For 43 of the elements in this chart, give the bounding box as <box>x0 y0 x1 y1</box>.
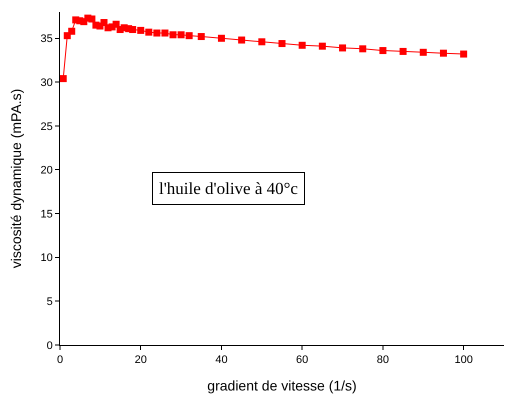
x-tick-label: 80 <box>376 354 390 366</box>
point <box>460 50 468 58</box>
x-tick-label: 100 <box>454 354 473 366</box>
point <box>137 26 144 34</box>
y-tick-label: 5 <box>46 296 53 308</box>
annotation: l'huile d'olive à 40°c <box>159 179 298 198</box>
point <box>161 30 168 37</box>
point <box>318 42 326 50</box>
y-tick-label: 30 <box>40 76 53 89</box>
point <box>420 48 427 56</box>
x-tick-label: 0 <box>56 354 64 366</box>
point <box>186 32 193 40</box>
y-tick-label: 10 <box>40 252 53 264</box>
point <box>218 34 225 42</box>
point <box>359 45 366 52</box>
point <box>100 19 108 26</box>
y-tick-label: 20 <box>40 164 53 177</box>
y-tick-label: 15 <box>40 208 53 220</box>
point <box>278 40 286 48</box>
y-axis-title: viscosité dynamique (mPA.s) <box>8 88 24 268</box>
point <box>88 16 96 23</box>
point <box>153 30 160 37</box>
point <box>339 44 346 52</box>
point <box>145 28 152 36</box>
point <box>400 48 407 55</box>
y-tick-label: 35 <box>40 33 53 46</box>
point <box>178 31 185 38</box>
point <box>170 31 177 38</box>
point <box>238 36 246 44</box>
x-tick-label: 40 <box>215 354 228 366</box>
y-tick-label: 25 <box>40 120 53 133</box>
x-tick-label: 60 <box>296 354 308 366</box>
point <box>60 75 67 82</box>
point <box>68 28 76 35</box>
y-tick-label: 0 <box>46 340 53 352</box>
point <box>440 50 447 57</box>
x-tick-label: 20 <box>134 354 147 366</box>
point <box>258 38 266 46</box>
point <box>379 47 386 54</box>
point <box>198 33 205 40</box>
x-axis-title: gradient de vitesse (1/s) <box>207 378 357 394</box>
point <box>129 26 136 34</box>
point <box>298 42 306 49</box>
